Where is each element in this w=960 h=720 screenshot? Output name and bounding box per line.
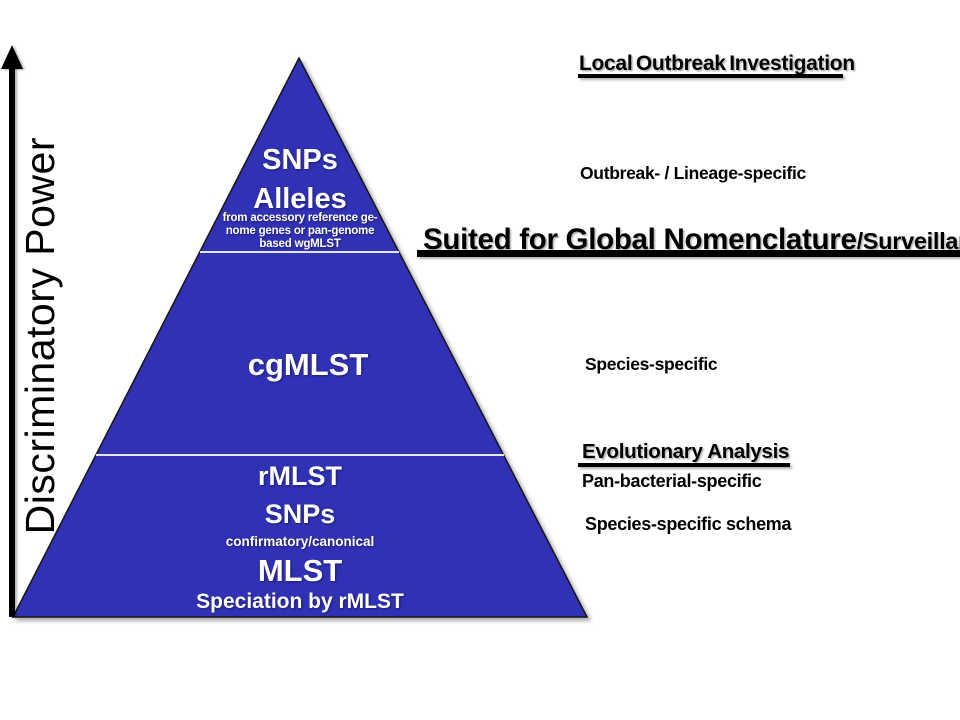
pyramid-bottom-snps-label: SNPs — [264, 499, 336, 529]
annotation-species-specific: Species-specific — [585, 354, 718, 374]
underline-local-outbreak — [578, 74, 843, 78]
pyramid-top-note-line2: nome genes or pan-genome — [225, 225, 375, 237]
pyramid-bottom-note: confirmatory/canonical — [225, 534, 375, 549]
pyramid-top-note-line1: from accessory reference ge- — [222, 212, 378, 224]
pyramid-bottom-mlst-label: MLST — [257, 553, 343, 588]
pyramid-top-alleles-label: Alleles — [253, 183, 347, 215]
annotation-local-outbreak: Local Outbreak Investigation — [579, 52, 855, 75]
pyramid-triangle — [11, 56, 589, 618]
axis-label: Discriminatory Power — [17, 137, 63, 535]
pyramid-bottom-speciation-label: Speciation by rMLST — [196, 590, 404, 613]
pyramid-middle-cgmlst-label: cgMLST — [247, 347, 369, 382]
annotation-species-schema: Species-specific schema — [585, 514, 792, 534]
annotation-evolutionary-analysis: Evolutionary Analysis — [582, 440, 790, 463]
pyramid-top-note-line3: based wgMLST — [259, 238, 341, 250]
axis-arrow-up-icon — [1, 45, 23, 69]
pyramid-bottom-rmlst-label: rMLST — [258, 461, 342, 491]
annotation-pan-bacterial: Pan-bacterial-specific — [582, 471, 762, 491]
underline-global-nomenclature — [417, 250, 960, 257]
underline-evolutionary-analysis — [578, 463, 790, 467]
axis-arrow-shaft — [9, 64, 15, 617]
pyramid-top-snps-label: SNPs — [262, 144, 338, 176]
annotation-outbreak-lineage: Outbreak- / Lineage-specific — [580, 163, 806, 183]
annotation-global-suffix: /Surveillance — [856, 228, 960, 254]
